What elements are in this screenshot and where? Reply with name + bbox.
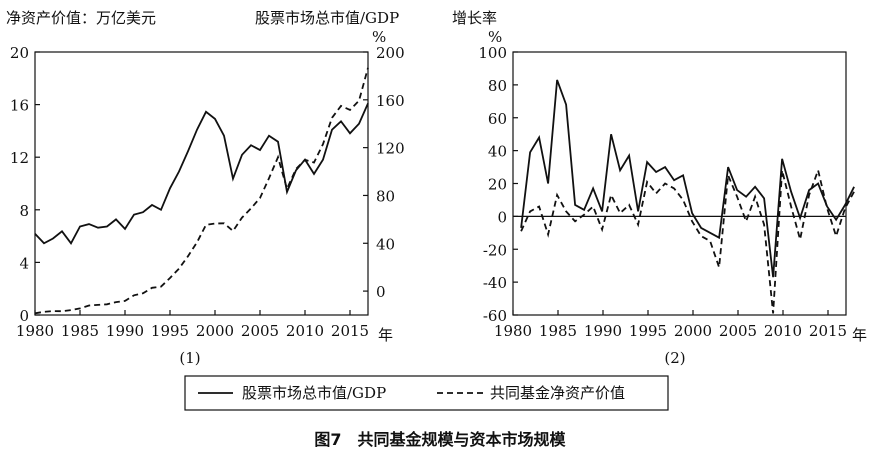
panel-2-x-tick-label: 2010 — [764, 322, 802, 340]
panel-2-axis-unit: % — [488, 28, 502, 46]
panel-2-chart: 增长率 % 1980 1985 1990 1995 2000 2005 2010 2015 -… — [452, 9, 867, 367]
panel-2-x-tick-label: 2015 — [809, 322, 847, 340]
legend-frame — [184, 375, 669, 411]
panel-2-plot-frame — [512, 51, 847, 316]
panel-2-x-tick-label: 1995 — [629, 322, 667, 340]
panel-1-x-tick-label: 2005 — [241, 322, 279, 340]
panel-1-right-tick-label: 200 — [376, 44, 405, 62]
panel-1-left-tick-label: 16 — [10, 97, 29, 115]
panel-2-x-tick-label: 1990 — [584, 322, 622, 340]
panel-2-label: (2) — [664, 349, 685, 367]
panel-1-right-tick-label: 80 — [376, 187, 395, 205]
panel-1-label: (1) — [179, 349, 200, 367]
panel-1-right-axis-title: 股票市场总市值/GDP — [255, 9, 399, 27]
panel-2-series-market-cap-growth-line — [520, 79, 855, 278]
panel-1-right-tick-label: 40 — [376, 235, 395, 253]
panel-2-y-tick-label: 20 — [488, 176, 507, 194]
panel-1-left-tick-label: 0 — [19, 307, 29, 325]
panel-1-x-ticks: 1980 1985 1990 1995 2000 2005 2010 2015 — [16, 310, 369, 340]
panel-1-left-axis-title: 净资产价值：万亿美元 — [6, 9, 156, 27]
panel-1-chart: 净资产价值：万亿美元 股票市场总市值/GDP % 1980 1985 1990 199… — [6, 9, 405, 367]
panel-1-right-tick-label: 160 — [376, 92, 405, 110]
panel-1-right-tick-label: 120 — [376, 140, 405, 158]
panel-1-series-fund-nav-line — [34, 67, 369, 315]
panel-2-x-ticks: 1980 1985 1990 1995 2000 2005 2010 2015 — [494, 310, 847, 340]
panel-1-left-tick-label: 8 — [19, 202, 29, 220]
panel-1-x-unit: 年 — [378, 326, 393, 344]
panel-2-y-tick-label: 0 — [497, 208, 507, 226]
legend-solid-label: 股票市场总市值/GDP — [242, 384, 386, 402]
panel-1-x-tick-label: 1990 — [106, 322, 144, 340]
panel-1-left-tick-label: 12 — [10, 149, 29, 167]
panel-1-x-tick-label: 2000 — [196, 322, 234, 340]
panel-2-x-tick-label: 1985 — [539, 322, 577, 340]
panel-1-x-tick-label: 2010 — [286, 322, 324, 340]
panel-2-x-tick-label: 1980 — [494, 322, 532, 340]
panel-2-y-tick-label: 100 — [478, 44, 507, 62]
panel-2-y-tick-label: -60 — [483, 307, 507, 325]
panel-1-left-tick-label: 4 — [19, 254, 29, 272]
panel-2-y-tick-label: 60 — [488, 110, 507, 128]
panel-2-y-tick-label: 80 — [488, 77, 507, 95]
legend: 股票市场总市值/GDP 共同基金净资产价值 — [184, 375, 669, 411]
panel-1-right-tick-label: 0 — [376, 283, 386, 301]
panel-2-series-fund-nav-growth-line — [520, 167, 855, 314]
panel-2-y-tick-label: -40 — [483, 274, 507, 292]
panel-1-x-tick-label: 1995 — [151, 322, 189, 340]
panel-2-y-tick-label: -20 — [483, 241, 507, 259]
panel-1-right-axis-unit: % — [372, 28, 386, 46]
panel-1-left-y-ticks: 0 4 8 12 16 20 — [10, 44, 40, 325]
panel-1-plot-frame — [34, 51, 369, 316]
panel-2-x-tick-label: 2000 — [674, 322, 712, 340]
legend-dashed-label: 共同基金净资产价值 — [490, 384, 625, 402]
panel-1-x-tick-label: 1985 — [61, 322, 99, 340]
panel-1-x-tick-label: 1980 — [16, 322, 54, 340]
panel-2-x-unit: 年 — [852, 326, 867, 344]
panel-2-axis-title: 增长率 — [452, 9, 497, 27]
panel-1-right-y-ticks: 0 40 80 120 160 200 — [363, 44, 405, 301]
panel-1-x-tick-label: 2015 — [331, 322, 369, 340]
panel-1-series-market-cap-line — [34, 103, 369, 245]
panel-1-left-tick-label: 20 — [10, 44, 29, 62]
panel-2-x-tick-label: 2005 — [719, 322, 757, 340]
panel-2-y-ticks: -60 -40 -20 0 20 40 60 80 100 — [478, 44, 518, 325]
panel-2-y-tick-label: 40 — [488, 143, 507, 161]
figure-caption: 图7 共同基金规模与资本市场规模 — [314, 430, 566, 449]
